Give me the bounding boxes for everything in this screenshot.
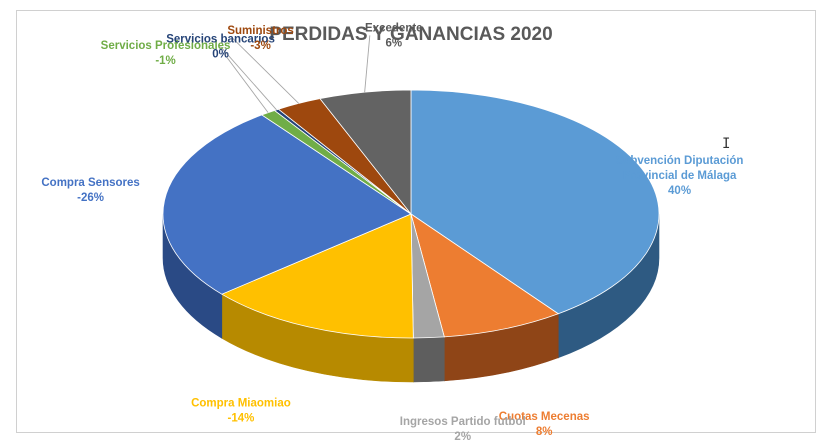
text-cursor-icon: I [722, 136, 731, 152]
leader-line-6 [220, 46, 277, 111]
leader-line-8 [364, 35, 371, 93]
data-label-8: Excedente 6% [365, 22, 423, 49]
data-label-3: Compra Miaomiao -14% [191, 398, 291, 425]
chart-title: PERDIDAS Y GANANCIAS 2020 [269, 24, 552, 45]
data-label-1: Cuotas Mecenas 8% [499, 411, 590, 438]
data-label-6: Servicios bancarios 0% [166, 34, 275, 61]
pie-side-10 [413, 336, 445, 383]
pie-slice-4 [162, 114, 412, 295]
data-label-4: Compra Sensores -26% [41, 177, 139, 204]
pie-slice-3 [220, 213, 414, 339]
leader-lines [220, 35, 371, 113]
pie-slice-0 [410, 89, 660, 315]
leader-line-5 [223, 52, 269, 113]
data-label-7: Suministros -3% [227, 25, 293, 52]
data-label-2: Ingresos Partido futbol 2% [400, 416, 526, 441]
data-labels: Subvención Diputación Provincial de Málag… [41, 22, 743, 441]
pie-tops [162, 89, 660, 339]
pie-slice-1 [410, 213, 560, 338]
data-label-5: Servicios Profesionales -1% [101, 40, 231, 67]
leader-line-7 [232, 37, 300, 104]
data-label-0: Subvención Diputación Provincial de Málag… [616, 155, 744, 197]
